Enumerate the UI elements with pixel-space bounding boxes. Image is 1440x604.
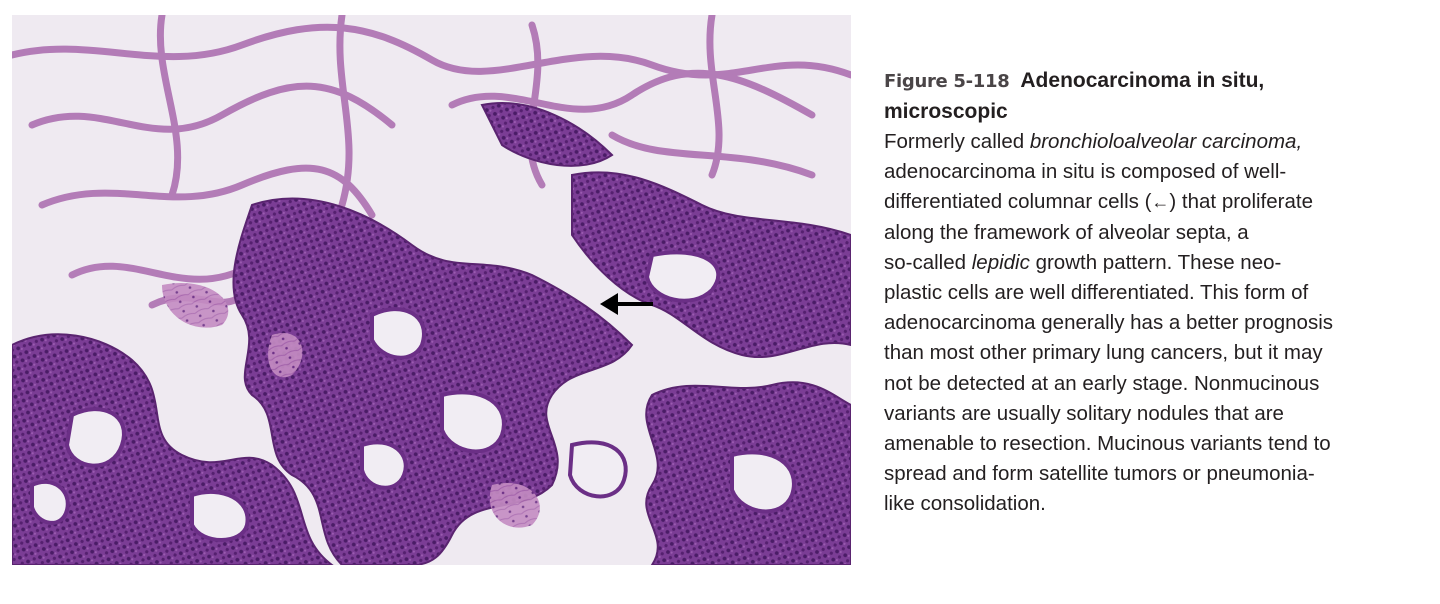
caption-line: so-called lepidic growth pattern. These … xyxy=(884,248,1424,278)
figure-number: Figure 5-118 xyxy=(884,71,1010,92)
caption-line: along the framework of alveolar septa, a xyxy=(884,220,1249,244)
caption-line: adenocarcinoma generally has a better pr… xyxy=(884,311,1333,335)
micrograph-image xyxy=(12,15,851,565)
caption-line: plastic cells are well differentiated. T… xyxy=(884,281,1309,305)
caption-text: Formerly called xyxy=(884,130,1030,153)
caption-text: growth pattern. These neo- xyxy=(1029,250,1282,274)
caption-text: so-called xyxy=(884,250,972,274)
figure-title-line2: microscopic xyxy=(884,100,1008,123)
figure-title: Figure 5-118 Adenocarcinoma in situ, mic… xyxy=(884,66,1424,127)
caption-line: not be detected at an early stage. Nonmu… xyxy=(884,371,1320,395)
caption-line: adenocarcinoma in situ is composed of we… xyxy=(884,160,1287,184)
figure-caption: Figure 5-118 Adenocarcinoma in situ, mic… xyxy=(884,66,1424,520)
caption-line: amenable to resection. Mucinous variants… xyxy=(884,432,1331,456)
caption-line: like consolidation. xyxy=(884,492,1046,516)
caption-italic-term: lepidic xyxy=(971,250,1030,274)
caption-line: spread and form satellite tumors or pneu… xyxy=(884,462,1315,486)
caption-italic-term: bronchioloalveolar carcinoma, xyxy=(1029,130,1303,153)
histology-photo xyxy=(12,15,851,565)
left-arrow-icon: ← xyxy=(1151,192,1170,213)
caption-line: variants are usually solitary nodules th… xyxy=(884,401,1284,425)
caption-line: differentiated columnar cells (←) that p… xyxy=(884,187,1424,217)
caption-line: than most other primary lung cancers, bu… xyxy=(884,341,1323,365)
caption-line: Formerly called bronchioloalveolar carci… xyxy=(884,127,1424,157)
caption-body: Formerly called bronchioloalveolar carci… xyxy=(884,127,1424,520)
caption-text: differentiated columnar cells ( xyxy=(884,190,1152,214)
caption-text: ) that proliferate xyxy=(1169,190,1313,214)
arrow-marker xyxy=(600,293,653,315)
figure-title-line1: Adenocarcinoma in situ, xyxy=(1020,69,1265,92)
